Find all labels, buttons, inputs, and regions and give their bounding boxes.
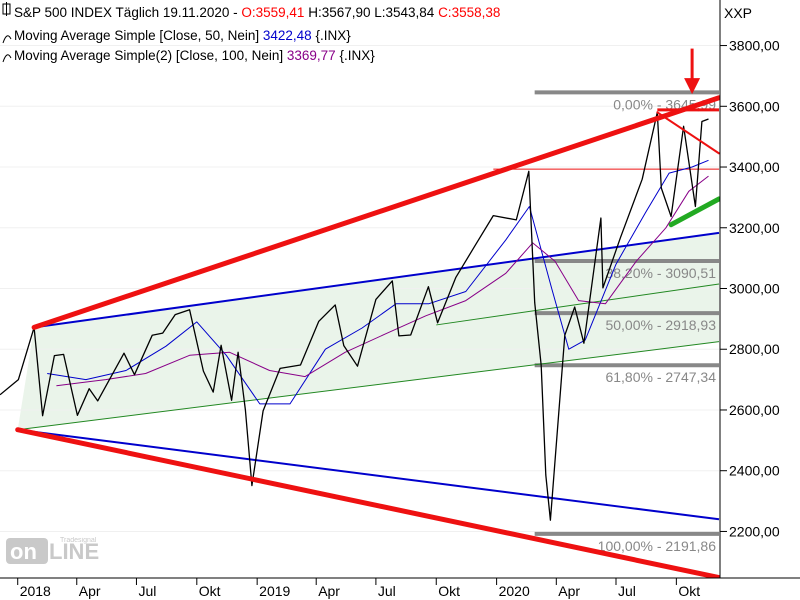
x-tick-label: 2019 xyxy=(259,583,290,599)
red-trendline xyxy=(31,95,722,330)
x-tick-label: 2020 xyxy=(499,583,530,599)
annotation-layer xyxy=(15,48,722,581)
trendline-layer xyxy=(17,108,720,521)
green-channel-line xyxy=(17,341,720,431)
y-tick-label: 2400,00 xyxy=(729,463,780,479)
x-tick-label: Apr xyxy=(79,583,101,599)
fib-level-label: 61,80% - 2747,34 xyxy=(605,369,716,385)
legend-ma50-label: Moving Average Simple [Close, 50, Nein] xyxy=(14,28,263,43)
legend-price-prefix: S&P 500 INDEX Täglich 19.11.2020 - xyxy=(14,5,241,20)
blue-trendline xyxy=(17,428,720,521)
y-tick-label: 2600,00 xyxy=(729,402,780,418)
legend-ma100-label: Moving Average Simple(2) [Close, 100, Ne… xyxy=(14,48,287,63)
x-tick-label: Jul xyxy=(618,583,636,599)
y-tick-label: 3000,00 xyxy=(729,281,780,297)
channel-fill xyxy=(17,232,720,430)
y-axis-background xyxy=(720,0,800,600)
y-tick-label: 2200,00 xyxy=(729,523,780,539)
green-channel-line xyxy=(436,283,720,326)
fib-level-label: 50,00% - 2918,93 xyxy=(605,317,716,333)
grid-layer xyxy=(0,45,719,532)
y-tick-label: 3600,00 xyxy=(729,98,780,114)
watermark-box xyxy=(6,538,48,564)
legend-ma50-value: 3422,48 xyxy=(263,28,312,43)
tradesignal-online-watermark: on LINE Tradesignal xyxy=(6,537,99,564)
x-tick-label: Apr xyxy=(558,583,580,599)
ma-line-icon xyxy=(2,35,12,44)
fib-level-label: 100,00% - 2191,86 xyxy=(598,538,717,554)
x-tick-label: 2018 xyxy=(20,583,51,599)
y-tick-label: 3800,00 xyxy=(729,38,780,54)
legend-ma50-suffix: {.INX} xyxy=(312,28,352,43)
channel-fill-layer xyxy=(17,232,720,430)
watermark-word-line: LINE xyxy=(49,539,99,564)
price-line xyxy=(0,111,709,521)
series-layer xyxy=(0,111,709,521)
chart-legend-header: S&P 500 INDEX Täglich 19.11.2020 - O:355… xyxy=(2,2,500,63)
watermark-brand: Tradesignal xyxy=(60,537,97,544)
ma50-line xyxy=(47,159,709,405)
x-tick-label: Apr xyxy=(318,583,340,599)
y-tick-label: 3400,00 xyxy=(729,159,780,175)
green-support-line xyxy=(668,196,722,228)
y-tick-label: 3200,00 xyxy=(729,220,780,236)
x-tick-label: Jul xyxy=(378,583,396,599)
x-tick-label: Okt xyxy=(199,583,221,599)
x-tick-label: Okt xyxy=(438,583,460,599)
legend-ma50-line: Moving Average Simple [Close, 50, Nein] … xyxy=(14,28,351,43)
legend-ma100-suffix: {.INX} xyxy=(336,48,376,63)
y-axis-symbol: XXP xyxy=(724,5,752,21)
legend-open-value: O:3559,41 xyxy=(241,5,304,20)
fib-level-label: 38,20% - 3090,51 xyxy=(605,265,716,281)
y-tick-label: 2800,00 xyxy=(729,341,780,357)
legend-price-line: S&P 500 INDEX Täglich 19.11.2020 - O:355… xyxy=(14,5,500,20)
legend-ma100-line: Moving Average Simple(2) [Close, 100, Ne… xyxy=(14,48,375,63)
legend-close-value: C:3558,38 xyxy=(438,5,500,20)
x-tick-label: Jul xyxy=(138,583,156,599)
legend-ma100-value: 3369,77 xyxy=(287,48,336,63)
x-axis-background xyxy=(0,578,800,600)
red-trendline xyxy=(656,111,720,155)
watermark-word-on: on xyxy=(10,539,37,564)
red-trendline xyxy=(15,427,722,581)
ma100-line xyxy=(56,175,709,387)
x-tick-label: Okt xyxy=(678,583,700,599)
red-arrow-head xyxy=(684,78,701,95)
blue-trendline xyxy=(33,231,720,329)
ma-line-icon xyxy=(2,54,12,63)
legend-hl-values: H:3567,90 L:3543,84 xyxy=(304,5,438,20)
